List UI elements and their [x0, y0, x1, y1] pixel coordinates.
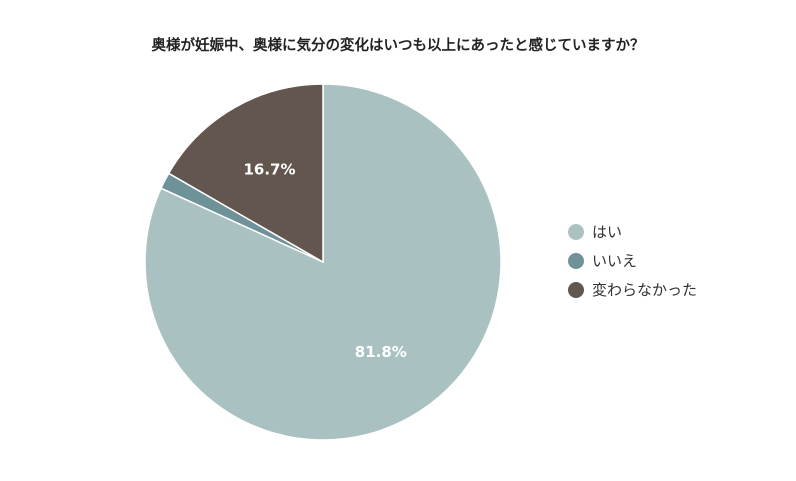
slice-data-label: 16.7% — [243, 161, 295, 179]
legend-swatch — [568, 282, 584, 298]
legend-item: いいえ — [568, 252, 637, 270]
legend-item: 変わらなかった — [568, 281, 697, 299]
pie-slice — [167, 83, 324, 264]
legend-label: いいえ — [592, 252, 637, 270]
pie-slice — [144, 83, 502, 441]
chart-title: 奥様が妊娠中、奥様に気分の変化はいつも以上にあったと感じていますか？ — [152, 36, 645, 54]
pie-slices — [144, 83, 502, 441]
legend-label: はい — [592, 223, 622, 241]
slice-data-label: 81.8% — [355, 343, 407, 361]
legend-swatch — [568, 224, 584, 240]
legend-label: 変わらなかった — [592, 281, 697, 299]
pie-data-labels: 81.8% 16.7% — [243, 161, 406, 361]
legend-item: はい — [568, 223, 622, 241]
legend-swatch — [568, 253, 584, 269]
